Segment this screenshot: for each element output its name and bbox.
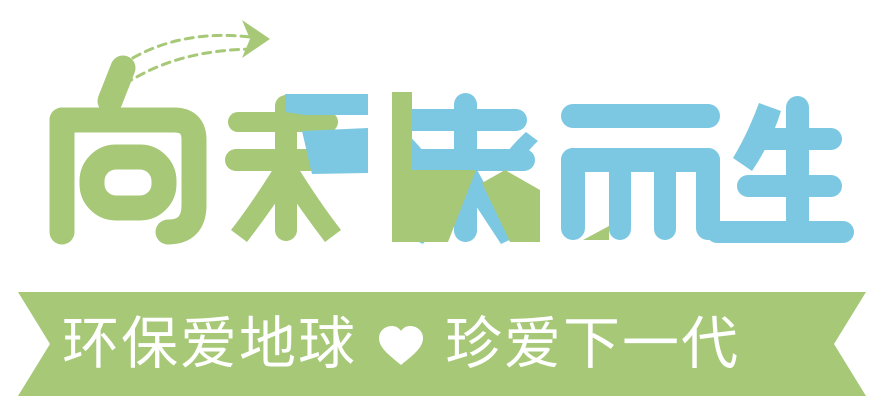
logo-char-wei	[225, 94, 368, 242]
banner-text: 环保爱地球 珍爱下一代	[62, 292, 822, 396]
arrowhead-icon	[242, 20, 270, 58]
banner-right-text: 珍爱下一代	[445, 310, 740, 377]
banner-left-text: 环保爱地球	[62, 310, 357, 377]
logo-char-sheng	[706, 96, 854, 243]
logo-char-xiang	[49, 55, 207, 245]
logo-char-er	[561, 104, 720, 240]
dashed-arrow-icon-second	[123, 47, 260, 86]
heart-icon	[377, 325, 425, 367]
logo-char-lai	[392, 92, 540, 244]
